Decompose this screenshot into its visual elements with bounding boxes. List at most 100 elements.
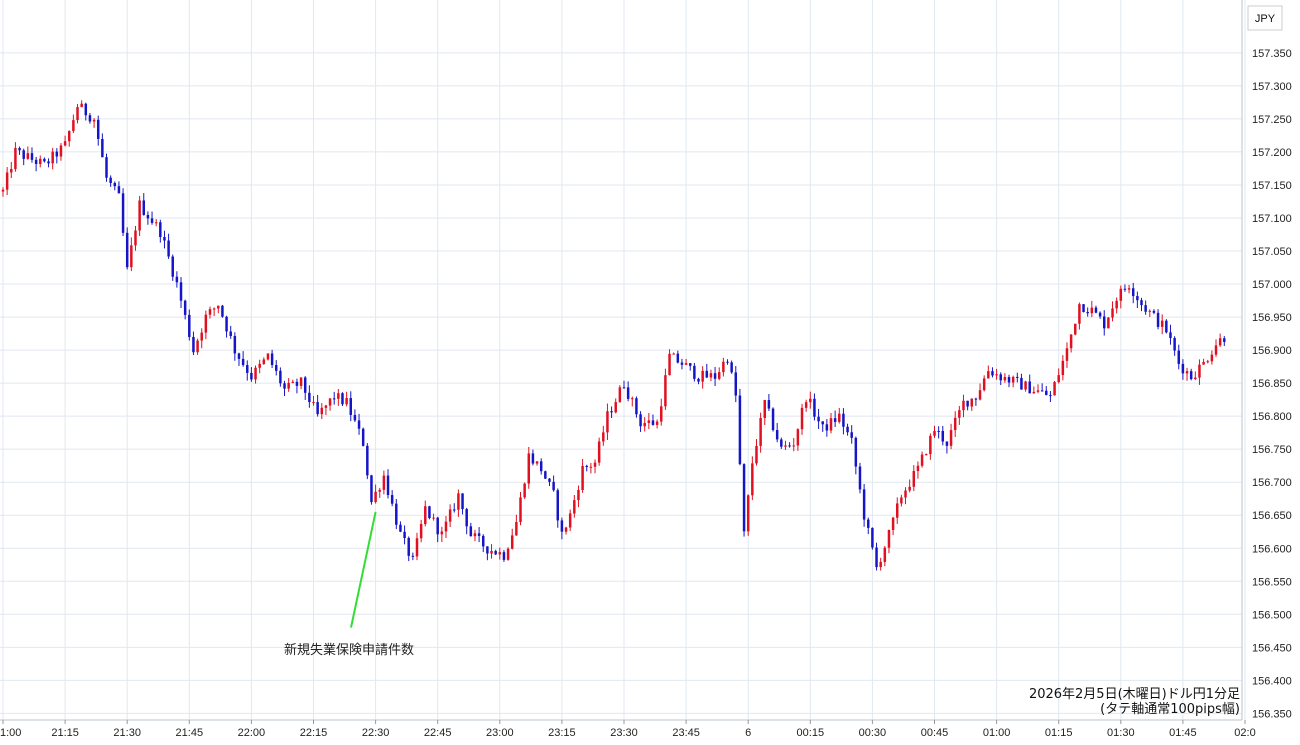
x-tick-label: 6 (745, 727, 751, 739)
candle-body (125, 232, 129, 268)
candle-body (1045, 390, 1048, 396)
candle-body (1140, 300, 1143, 306)
candle-body (366, 445, 369, 476)
candle-body (353, 414, 357, 421)
candle-body (444, 521, 448, 532)
candle-body (1094, 307, 1098, 313)
candle-body (622, 387, 626, 389)
candle-body (1053, 382, 1056, 396)
candle-body (92, 119, 96, 122)
candle-body (614, 402, 617, 413)
candle-body (904, 490, 907, 498)
candle-body (655, 421, 659, 425)
candle-body (121, 193, 125, 233)
candle-body (154, 222, 158, 224)
candle-body (962, 400, 965, 411)
currency-label: JPY (1255, 13, 1276, 25)
candle-body (784, 445, 787, 447)
candle-body (722, 361, 725, 373)
x-tick-label: 01:45 (1169, 727, 1197, 739)
candle-body (809, 398, 812, 403)
candle-body (465, 509, 468, 527)
x-tick-label: 23:30 (610, 727, 638, 739)
candle-body (84, 103, 88, 116)
candle-body (775, 430, 779, 440)
candle-body (1111, 308, 1114, 318)
candle-body (912, 470, 916, 487)
candle-body (241, 358, 245, 366)
candle-body (109, 177, 112, 184)
candle-body (796, 429, 800, 446)
candle-body (1181, 363, 1185, 374)
candle-body (717, 372, 721, 379)
candle-body (680, 362, 684, 365)
candle-body (1218, 338, 1222, 346)
candle-body (908, 486, 911, 491)
candle-body (556, 490, 560, 521)
candle-body (788, 445, 791, 447)
candle-body (1007, 377, 1011, 383)
candle-body (1, 189, 5, 192)
x-tick-label: 00:45 (921, 727, 949, 739)
y-tick-label: 157.050 (1252, 246, 1292, 258)
candle-body (34, 159, 38, 164)
chart-caption-line2: (タテ軸通常100pips幅) (1100, 702, 1240, 717)
y-tick-label: 156.750 (1252, 444, 1292, 456)
candle-body (552, 481, 555, 491)
candle-body (159, 222, 162, 238)
candle-body (477, 533, 481, 536)
candle-body (411, 555, 415, 557)
candle-body (1160, 320, 1164, 327)
candle-body (183, 300, 187, 315)
candle-body (291, 381, 295, 383)
y-tick-label: 156.550 (1252, 576, 1292, 588)
candle-body (568, 513, 572, 528)
candle-body (684, 363, 688, 365)
candle-body (1198, 364, 1201, 378)
x-tick-label: 01:15 (1045, 727, 1073, 739)
candle-body (664, 375, 667, 407)
candle-body (606, 411, 609, 433)
candle-body (250, 372, 253, 380)
y-tick-label: 156.400 (1252, 675, 1292, 687)
candle-body (395, 503, 398, 525)
candle-body (217, 305, 220, 309)
candle-body (96, 119, 100, 139)
x-tick-label: 02:0 (1234, 727, 1255, 739)
x-tick-label: 22:00 (238, 727, 266, 739)
candle-body (1082, 304, 1085, 312)
candle-body (676, 353, 680, 363)
candle-body (440, 531, 444, 535)
candle-body (221, 305, 224, 317)
candle-body (875, 547, 878, 568)
y-tick-label: 157.200 (1252, 147, 1292, 159)
candle-body (780, 439, 783, 447)
candle-body (312, 402, 315, 404)
candle-body (436, 517, 439, 535)
candle-body (1102, 316, 1106, 329)
candle-body (1090, 307, 1094, 314)
candle-body (229, 331, 232, 337)
candle-body (821, 421, 824, 425)
candle-body (900, 497, 903, 504)
candle-body (887, 529, 891, 548)
candle-body (746, 495, 750, 532)
y-tick-label: 157.000 (1252, 279, 1292, 291)
candle-body (494, 550, 497, 555)
candle-body (1024, 381, 1027, 390)
candle-body (639, 414, 642, 427)
candle-body (701, 370, 704, 382)
candle-body (726, 361, 729, 363)
candle-body (303, 377, 307, 393)
candle-body (345, 398, 348, 405)
candle-body (593, 462, 597, 467)
candle-body (1131, 288, 1135, 297)
candle-body (933, 430, 936, 436)
candle-body (597, 441, 601, 463)
candle-body (163, 237, 166, 241)
candle-body (171, 256, 174, 277)
candle-body (382, 475, 386, 490)
y-tick-label: 157.100 (1252, 213, 1292, 225)
candle-body (469, 526, 473, 537)
candle-body (1189, 371, 1193, 380)
